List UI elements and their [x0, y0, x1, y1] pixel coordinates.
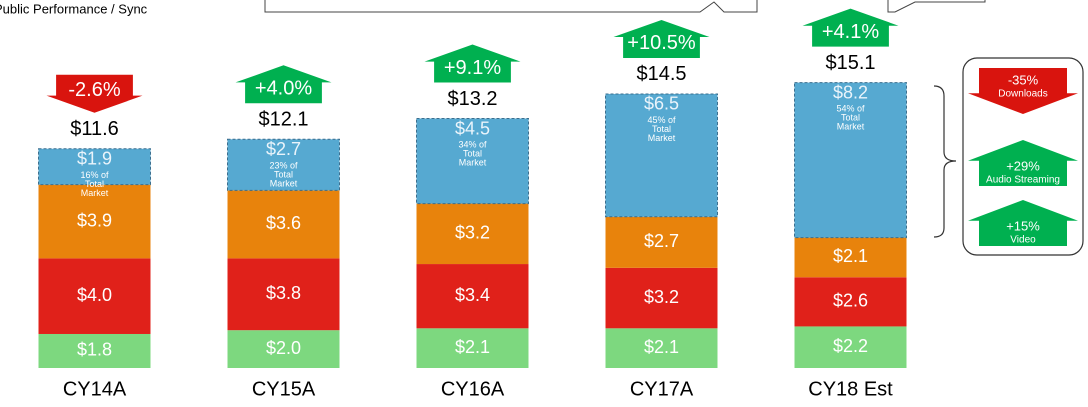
bar-segment — [605, 93, 718, 218]
value-label: $6.5 — [644, 94, 679, 114]
total-label: $11.6 — [70, 118, 119, 140]
value-label: $3.2 — [455, 223, 490, 243]
growth-panel — [962, 57, 1084, 256]
value-label: $1.9 — [77, 149, 112, 169]
bar-segment — [416, 328, 529, 368]
growth-arrow — [802, 8, 899, 47]
segment-arrow — [968, 140, 1078, 186]
segment-arrow — [968, 200, 1078, 246]
growth-label: +9.1% — [444, 57, 501, 79]
bar-segment — [605, 328, 718, 368]
value-label: $2.7 — [644, 231, 679, 251]
share-line: 23% of — [269, 161, 298, 171]
value-label: $4.5 — [455, 118, 490, 138]
share-line: 45% of — [647, 115, 676, 125]
total-label: $12.1 — [258, 109, 308, 131]
growth-arrow — [46, 74, 143, 113]
x-tick-label: CY18 Est — [808, 378, 893, 400]
share-line: Market — [81, 188, 109, 198]
share-line: Market — [270, 179, 298, 189]
share-line: Total — [463, 149, 482, 159]
bar-segment — [38, 184, 151, 259]
total-label: $14.5 — [636, 63, 686, 85]
bar-segment — [794, 326, 907, 368]
segment-arrow — [968, 68, 1078, 114]
value-label: $1.8 — [77, 340, 112, 360]
share-line: 16% of — [80, 170, 109, 180]
x-tick-label: CY17A — [630, 378, 694, 400]
bar-segment — [227, 138, 340, 191]
x-tick-label: CY15A — [252, 378, 316, 400]
bar-segment — [416, 203, 529, 265]
share-line: Market — [648, 133, 676, 143]
bar-segment — [794, 82, 907, 239]
segment-name: Video — [1010, 235, 1036, 246]
x-tick-label: CY14A — [63, 378, 127, 400]
bar-segment — [605, 267, 718, 329]
value-label: $3.4 — [455, 285, 490, 305]
share-line: Total — [652, 124, 671, 134]
total-label: $15.1 — [825, 52, 875, 74]
growth-label: +4.1% — [822, 21, 879, 43]
bar-segment — [38, 333, 151, 368]
brace — [933, 85, 957, 238]
segment-name: Audio Streaming — [986, 175, 1060, 186]
value-label: $2.6 — [833, 291, 868, 311]
share-label: 34% of Total Market — [458, 140, 487, 168]
bar-segment — [227, 258, 340, 331]
share-label: 45% of Total Market — [647, 115, 676, 143]
bar-segment — [794, 237, 907, 278]
share-line: Market — [459, 158, 487, 168]
growth-arrow — [424, 44, 521, 83]
value-label: $2.1 — [644, 337, 679, 357]
legend-text: Public Performance / Sync — [0, 1, 148, 16]
share-line: 34% of — [458, 140, 487, 150]
bar-segment — [416, 264, 529, 329]
bar-segment — [794, 277, 907, 327]
share-line: Market — [837, 122, 865, 132]
growth-label: +4.0% — [255, 78, 312, 100]
bar-segment — [38, 258, 151, 334]
bar-segment — [227, 190, 340, 259]
x-tick-label: CY16A — [441, 378, 505, 400]
value-label: $2.7 — [266, 139, 301, 159]
bar-segment — [38, 148, 151, 186]
growth-arrow — [613, 19, 710, 58]
total-label: $13.2 — [447, 88, 497, 110]
segment-growth-label: -35% — [1008, 72, 1039, 87]
value-label: $3.8 — [266, 283, 301, 303]
share-line: Total — [85, 179, 104, 189]
share-label: 23% of Total Market — [269, 161, 298, 189]
bar-segment — [227, 330, 340, 368]
share-line: Total — [841, 113, 860, 123]
share-line: 54% of — [836, 104, 865, 114]
growth-label: -2.6% — [68, 79, 120, 101]
value-label: $3.6 — [266, 213, 301, 233]
value-label: $2.1 — [455, 337, 490, 357]
value-label: $4.0 — [77, 285, 112, 305]
growth-label: +10.5% — [627, 32, 696, 54]
value-label: $8.2 — [833, 82, 868, 102]
callout-box — [264, 0, 758, 13]
value-label: $3.2 — [644, 287, 679, 307]
share-line: Total — [274, 170, 293, 180]
segment-growth-label: +15% — [1006, 218, 1040, 233]
segment-name: Downloads — [998, 89, 1047, 100]
value-label: $2.1 — [833, 246, 868, 266]
share-label: 54% of Total Market — [836, 104, 865, 132]
bar-segment — [605, 216, 718, 268]
growth-arrow — [235, 65, 332, 104]
value-label: $3.9 — [77, 210, 112, 230]
bar-segment — [416, 118, 529, 205]
share-label: 16% of Total Market — [80, 170, 109, 198]
segment-growth-label: +29% — [1006, 158, 1040, 173]
value-label: $2.2 — [833, 336, 868, 356]
callout-box — [887, 0, 986, 13]
value-label: $2.0 — [266, 338, 301, 358]
